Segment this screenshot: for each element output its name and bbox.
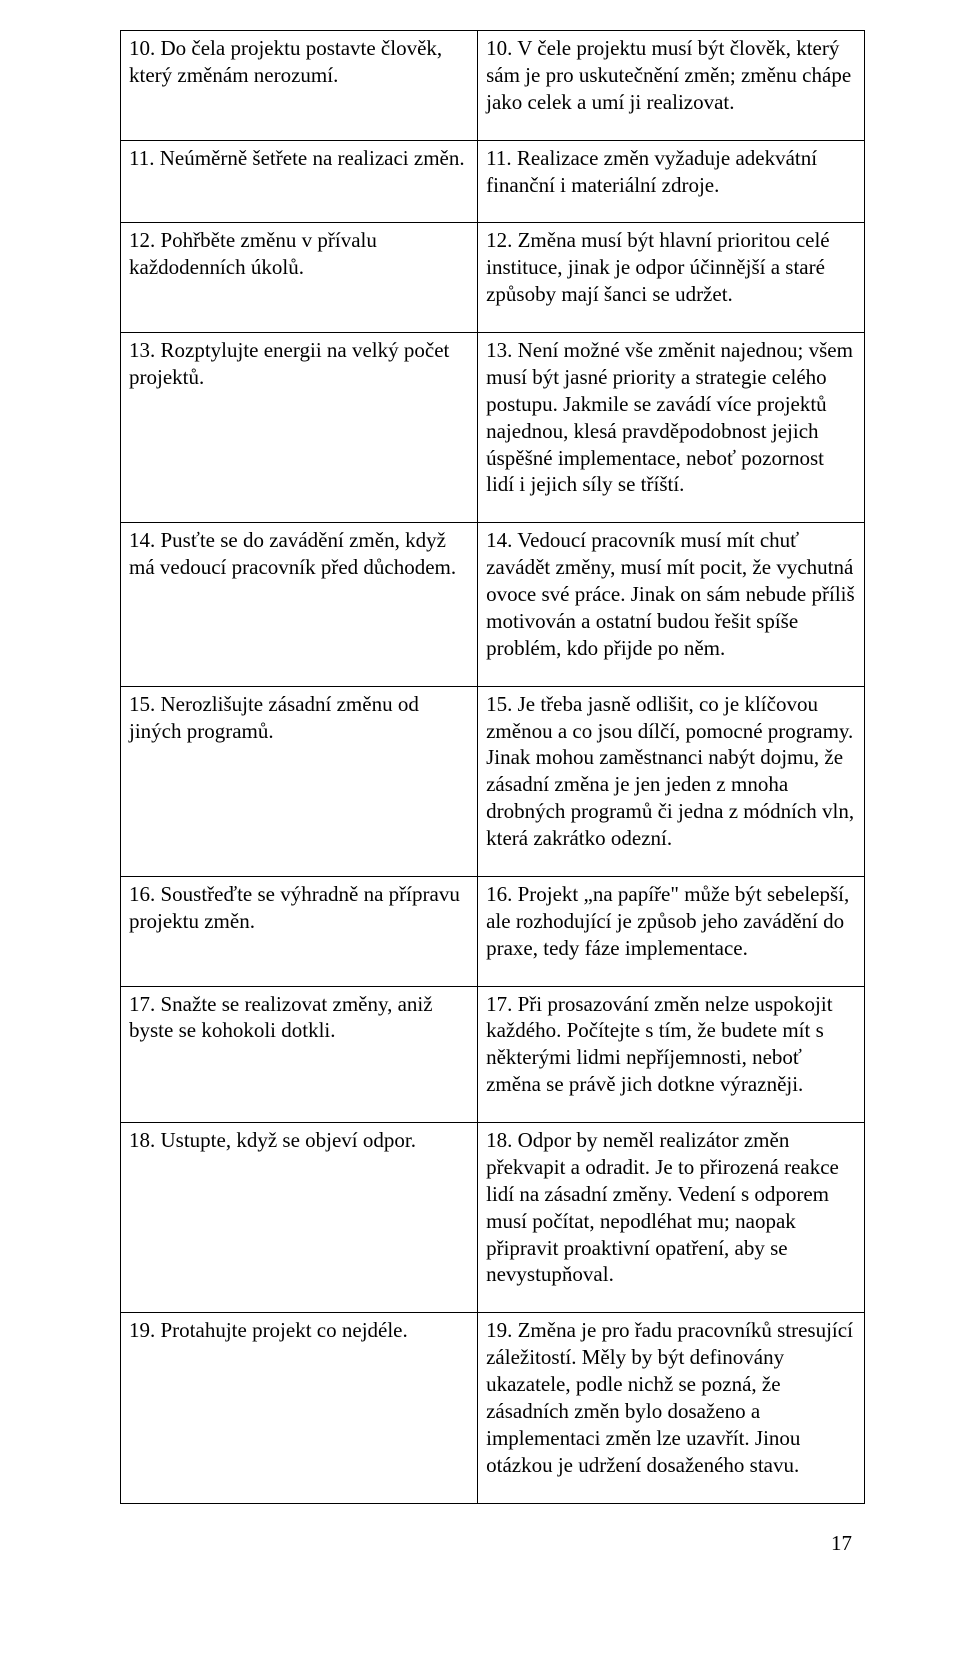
cell-right: 11. Realizace změn vyžaduje adekvátní fi… bbox=[478, 140, 865, 223]
cell-right: 16. Projekt „na papíře" může být sebelep… bbox=[478, 876, 865, 986]
table-row: 16. Soustřeďte se výhradně na přípravu p… bbox=[121, 876, 865, 986]
cell-left: 17. Snažte se realizovat změny, aniž bys… bbox=[121, 986, 478, 1123]
cell-left: 11. Neúměrně šetřete na realizaci změn. bbox=[121, 140, 478, 223]
cell-left: 12. Pohřběte změnu v přívalu každodenníc… bbox=[121, 223, 478, 333]
comparison-table: 10. Do čela projektu postavte člověk, kt… bbox=[120, 30, 865, 1504]
cell-left: 14. Pusťte se do zavádění změn, když má … bbox=[121, 523, 478, 686]
cell-right: 19. Změna je pro řadu pracovníků stresuj… bbox=[478, 1313, 865, 1503]
cell-left: 16. Soustřeďte se výhradně na přípravu p… bbox=[121, 876, 478, 986]
table-row: 13. Rozptylujte energii na velký počet p… bbox=[121, 333, 865, 523]
table-row: 19. Protahujte projekt co nejdéle. 19. Z… bbox=[121, 1313, 865, 1503]
table-row: 10. Do čela projektu postavte člověk, kt… bbox=[121, 31, 865, 141]
cell-left: 13. Rozptylujte energii na velký počet p… bbox=[121, 333, 478, 523]
cell-right: 14. Vedoucí pracovník musí mít chuť zavá… bbox=[478, 523, 865, 686]
cell-left: 10. Do čela projektu postavte člověk, kt… bbox=[121, 31, 478, 141]
cell-left: 18. Ustupte, když se objeví odpor. bbox=[121, 1123, 478, 1313]
cell-right: 13. Není možné vše změnit najednou; všem… bbox=[478, 333, 865, 523]
table-row: 15. Nerozlišujte zásadní změnu od jiných… bbox=[121, 686, 865, 876]
table-row: 17. Snažte se realizovat změny, aniž bys… bbox=[121, 986, 865, 1123]
cell-right: 18. Odpor by neměl realizátor změn překv… bbox=[478, 1123, 865, 1313]
cell-right: 10. V čele projektu musí být člověk, kte… bbox=[478, 31, 865, 141]
cell-left: 19. Protahujte projekt co nejdéle. bbox=[121, 1313, 478, 1503]
cell-right: 17. Při prosazování změn nelze uspokojit… bbox=[478, 986, 865, 1123]
page-number: 17 bbox=[831, 1530, 852, 1557]
table-row: 11. Neúměrně šetřete na realizaci změn. … bbox=[121, 140, 865, 223]
table-row: 14. Pusťte se do zavádění změn, když má … bbox=[121, 523, 865, 686]
cell-right: 12. Změna musí být hlavní prioritou celé… bbox=[478, 223, 865, 333]
table-row: 18. Ustupte, když se objeví odpor. 18. O… bbox=[121, 1123, 865, 1313]
cell-right: 15. Je třeba jasně odlišit, co je klíčov… bbox=[478, 686, 865, 876]
cell-left: 15. Nerozlišujte zásadní změnu od jiných… bbox=[121, 686, 478, 876]
table-row: 12. Pohřběte změnu v přívalu každodenníc… bbox=[121, 223, 865, 333]
